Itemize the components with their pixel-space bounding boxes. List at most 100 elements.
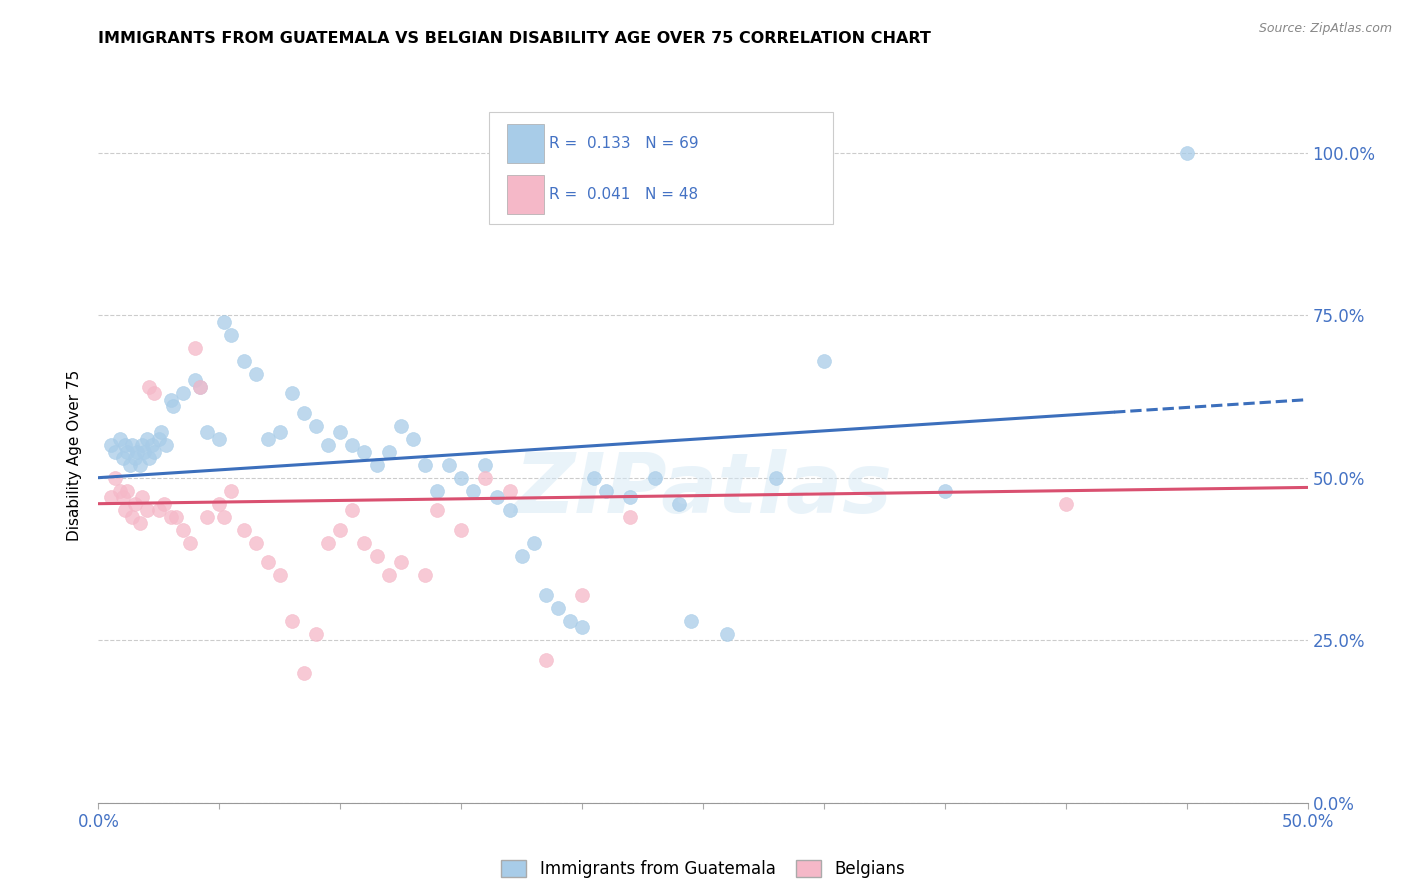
Point <box>486 490 509 504</box>
Point <box>353 444 375 458</box>
Point <box>121 438 143 452</box>
Point <box>104 444 127 458</box>
Point <box>245 535 267 549</box>
Point <box>143 444 166 458</box>
Point <box>172 523 194 537</box>
Point <box>389 418 412 433</box>
Point <box>124 451 146 466</box>
Text: IMMIGRANTS FROM GUATEMALA VS BELGIAN DISABILITY AGE OVER 75 CORRELATION CHART: IMMIGRANTS FROM GUATEMALA VS BELGIAN DIS… <box>98 31 931 46</box>
Point <box>143 386 166 401</box>
Point <box>100 490 122 504</box>
Point <box>534 588 557 602</box>
Point <box>534 653 557 667</box>
Y-axis label: Disability Age Over 75: Disability Age Over 75 <box>67 369 83 541</box>
Point <box>765 471 787 485</box>
Point <box>134 444 156 458</box>
Point <box>188 379 211 393</box>
Point <box>117 483 139 498</box>
Point <box>644 471 666 485</box>
Point <box>208 432 231 446</box>
Point <box>114 438 136 452</box>
Point <box>329 425 352 439</box>
Point <box>131 490 153 504</box>
Point <box>463 483 485 498</box>
Point <box>305 418 328 433</box>
Point <box>208 497 231 511</box>
Point <box>100 438 122 452</box>
Point <box>377 568 399 582</box>
Point <box>353 535 375 549</box>
Point <box>281 614 304 628</box>
Point <box>329 523 352 537</box>
Point <box>148 503 170 517</box>
Point <box>141 438 163 452</box>
Point <box>342 503 364 517</box>
Point <box>195 425 218 439</box>
Point <box>111 451 134 466</box>
Point <box>426 503 449 517</box>
Point <box>523 535 546 549</box>
Point <box>402 432 425 446</box>
Point <box>131 438 153 452</box>
Point <box>437 458 460 472</box>
Point <box>212 509 235 524</box>
Point <box>121 509 143 524</box>
Point <box>813 353 835 368</box>
Point <box>342 438 364 452</box>
Point <box>305 626 328 640</box>
Point <box>212 315 235 329</box>
Point <box>221 483 243 498</box>
Point <box>108 432 131 446</box>
Point <box>232 353 254 368</box>
Point <box>679 614 702 628</box>
Point <box>135 432 157 446</box>
Point <box>150 425 173 439</box>
Point <box>1054 497 1077 511</box>
Point <box>474 458 496 472</box>
Point <box>547 600 569 615</box>
Point <box>366 458 388 472</box>
Point <box>114 503 136 517</box>
Point <box>172 386 194 401</box>
Point <box>124 497 146 511</box>
Point <box>138 451 160 466</box>
Text: Source: ZipAtlas.com: Source: ZipAtlas.com <box>1258 22 1392 36</box>
Point <box>316 438 339 452</box>
Point <box>188 379 211 393</box>
Point <box>179 535 201 549</box>
Point <box>128 516 150 531</box>
Point <box>413 458 436 472</box>
Point <box>413 568 436 582</box>
Point <box>138 379 160 393</box>
Point <box>426 483 449 498</box>
Point <box>595 483 617 498</box>
Point <box>934 483 956 498</box>
Point <box>108 483 131 498</box>
Point <box>619 509 641 524</box>
Point <box>281 386 304 401</box>
Point <box>269 568 291 582</box>
Point <box>366 549 388 563</box>
Point <box>148 432 170 446</box>
Point <box>292 665 315 680</box>
Point <box>184 341 207 355</box>
Point <box>256 555 278 569</box>
Text: R =  0.041   N = 48: R = 0.041 N = 48 <box>548 186 697 202</box>
Point <box>571 588 593 602</box>
Point <box>498 483 520 498</box>
Point <box>128 458 150 472</box>
Point <box>583 471 606 485</box>
Point <box>256 432 278 446</box>
Point <box>377 444 399 458</box>
Text: R =  0.133   N = 69: R = 0.133 N = 69 <box>548 136 699 151</box>
Point <box>118 458 141 472</box>
Text: ZIPatlas: ZIPatlas <box>515 450 891 530</box>
Legend: Immigrants from Guatemala, Belgians: Immigrants from Guatemala, Belgians <box>495 854 911 885</box>
Point <box>450 471 472 485</box>
Point <box>155 438 177 452</box>
Point <box>316 535 339 549</box>
Point <box>269 425 291 439</box>
Point <box>232 523 254 537</box>
Point <box>716 626 738 640</box>
Point <box>292 406 315 420</box>
